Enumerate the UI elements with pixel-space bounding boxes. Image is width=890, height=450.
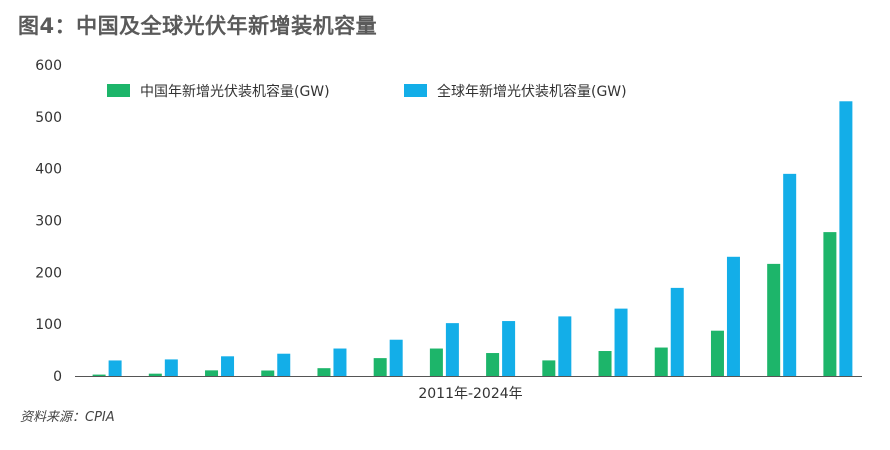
bar-china: [317, 368, 331, 376]
bar-group: [148, 359, 178, 376]
legend-item: 中国年新增光伏装机容量(GW): [107, 83, 330, 100]
legend-label: 中国年新增光伏装机容量(GW): [140, 83, 330, 100]
bar-group: [317, 348, 347, 376]
y-tick-label: 200: [35, 265, 62, 281]
bar-global: [277, 353, 291, 376]
bar-china: [654, 347, 668, 376]
y-tick-label: 100: [35, 317, 62, 333]
bar-china: [823, 232, 837, 376]
bar-global: [783, 173, 797, 376]
bar-global: [164, 359, 178, 376]
chart-title: 图4：中国及全球光伏年新增装机容量: [18, 14, 378, 38]
bar-group: [92, 360, 122, 376]
bar-global: [839, 101, 853, 377]
bar-group: [261, 353, 291, 376]
bar-china: [92, 374, 106, 376]
source-note: 资料来源：CPIA: [20, 410, 115, 425]
legend: 中国年新增光伏装机容量(GW) 全球年新增光伏装机容量(GW): [107, 83, 627, 100]
y-tick-label: 300: [35, 214, 62, 230]
legend-swatch: [107, 84, 130, 97]
bar-global: [221, 356, 235, 376]
bar-china: [598, 351, 612, 376]
bar-group: [542, 316, 572, 376]
y-tick-label: 600: [35, 58, 62, 74]
bar-global: [389, 339, 403, 376]
bar-group: [205, 356, 235, 376]
bar-global: [726, 256, 740, 376]
y-tick-label: 500: [35, 110, 62, 126]
bar-china: [486, 353, 500, 376]
bar-group: [654, 287, 684, 376]
legend-label: 全球年新增光伏装机容量(GW): [437, 83, 627, 100]
bar-china: [373, 358, 387, 376]
bar-china: [429, 348, 443, 376]
bar-china: [542, 360, 556, 376]
bar-china: [767, 263, 781, 376]
y-axis: 0 100 200 300 400 500 600: [35, 58, 62, 385]
y-tick-label: 400: [35, 162, 62, 178]
legend-swatch: [404, 84, 427, 97]
bar-group: [373, 339, 403, 376]
bar-group: [486, 321, 516, 376]
bars: [92, 101, 853, 377]
bar-global: [614, 308, 628, 376]
legend-item: 全球年新增光伏装机容量(GW): [404, 83, 627, 100]
bar-global: [670, 287, 684, 376]
bar-group: [767, 173, 797, 376]
bar-global: [445, 323, 459, 376]
bar-global: [108, 360, 122, 376]
bar-global: [502, 321, 516, 376]
y-tick-label: 0: [53, 369, 62, 385]
bar-china: [148, 373, 162, 376]
bar-group: [429, 323, 459, 376]
bar-china: [710, 330, 724, 376]
bar-global: [333, 348, 347, 376]
bar-global: [558, 316, 572, 376]
bar-group: [710, 256, 740, 376]
bar-china: [261, 370, 275, 376]
bar-group: [823, 101, 853, 377]
x-axis-label: 2011年-2024年: [418, 386, 522, 402]
bar-group: [598, 308, 628, 376]
bar-china: [205, 370, 219, 376]
